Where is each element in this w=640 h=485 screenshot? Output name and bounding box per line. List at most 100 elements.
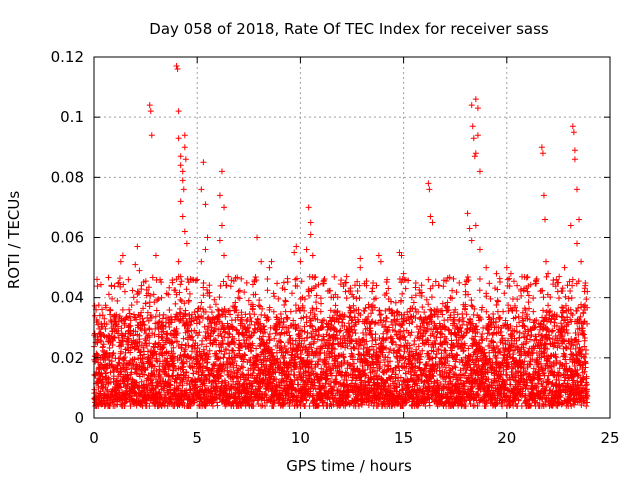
baseline-point — [271, 290, 277, 296]
baseline-point — [440, 283, 446, 289]
baseline-point — [353, 330, 359, 336]
baseline-point — [214, 403, 220, 409]
baseline-point — [237, 288, 243, 294]
baseline-point — [114, 298, 120, 304]
baseline-point — [106, 291, 112, 297]
baseline-point — [289, 290, 295, 296]
baseline-point — [396, 364, 402, 370]
baseline-point — [313, 299, 319, 305]
baseline-point — [433, 354, 439, 360]
baseline-point — [120, 307, 126, 313]
baseline-point — [483, 293, 489, 299]
baseline-point — [399, 291, 405, 297]
baseline-point — [106, 275, 112, 281]
baseline-point — [94, 276, 100, 282]
baseline-point — [181, 336, 187, 342]
baseline-point — [134, 299, 140, 305]
baseline-point — [370, 285, 376, 291]
baseline-point — [305, 330, 311, 336]
baseline-point — [312, 274, 318, 280]
baseline-point — [109, 296, 115, 302]
baseline-point — [228, 283, 234, 289]
baseline-point — [464, 311, 470, 317]
baseline-point — [216, 294, 222, 300]
baseline-point — [146, 318, 152, 324]
baseline-point — [436, 283, 442, 289]
baseline-point — [186, 298, 192, 304]
baseline-point — [117, 275, 123, 281]
baseline-point — [453, 289, 459, 295]
baseline-point — [368, 310, 374, 316]
baseline-point — [125, 277, 131, 283]
baseline-point — [456, 280, 462, 286]
baseline-point — [96, 302, 102, 308]
baseline-point — [172, 301, 178, 307]
baseline-point — [477, 276, 483, 282]
baseline-point — [361, 308, 367, 314]
baseline-point — [377, 312, 383, 318]
baseline-point — [288, 309, 294, 315]
baseline-point — [218, 283, 224, 289]
baseline-point — [318, 309, 324, 315]
baseline-point — [433, 279, 439, 285]
data-points — [91, 63, 590, 409]
baseline-point — [131, 294, 137, 300]
baseline-point — [102, 370, 108, 376]
baseline-point — [275, 296, 281, 302]
baseline-point — [271, 293, 277, 299]
baseline-point — [149, 315, 155, 321]
baseline-point — [177, 297, 183, 303]
baseline-point — [184, 286, 190, 292]
baseline-point — [179, 342, 185, 348]
baseline-point — [201, 280, 207, 286]
baseline-point — [154, 307, 160, 313]
baseline-point — [497, 315, 503, 321]
baseline-point — [486, 280, 492, 286]
baseline-point — [413, 280, 419, 286]
baseline-point — [301, 308, 307, 314]
baseline-point — [346, 320, 352, 326]
baseline-point — [468, 302, 474, 308]
baseline-point — [198, 300, 204, 306]
baseline-point — [155, 296, 161, 302]
baseline-point — [164, 290, 170, 296]
baseline-point — [140, 319, 146, 325]
baseline-point — [94, 283, 100, 289]
baseline-point — [220, 354, 226, 360]
baseline-point — [488, 296, 494, 302]
baseline-point — [318, 295, 324, 301]
baseline-point — [497, 316, 503, 322]
baseline-point — [129, 288, 135, 294]
baseline-point — [333, 302, 339, 308]
baseline-point — [111, 283, 117, 289]
baseline-point — [331, 274, 337, 280]
baseline-point — [251, 311, 257, 317]
baseline-point — [477, 287, 483, 293]
baseline-point — [241, 289, 247, 295]
baseline-point — [298, 351, 304, 357]
baseline-point — [427, 403, 433, 409]
baseline-point — [166, 307, 172, 313]
baseline-point — [344, 274, 350, 280]
baseline-point — [316, 282, 322, 288]
baseline-point — [349, 351, 355, 357]
baseline-point — [151, 291, 157, 297]
baseline-point — [373, 331, 379, 337]
baseline-point — [92, 303, 98, 309]
baseline-point — [100, 312, 106, 318]
baseline-point — [424, 337, 430, 343]
baseline-point — [322, 276, 328, 282]
baseline-point — [412, 306, 418, 312]
baseline-point — [264, 276, 270, 282]
baseline-point — [497, 279, 503, 285]
baseline-point — [344, 295, 350, 301]
baseline-point — [299, 278, 305, 284]
baseline-point — [285, 279, 291, 285]
baseline-point — [253, 274, 259, 280]
baseline-point — [256, 297, 262, 303]
baseline-point — [357, 295, 363, 301]
baseline-point — [355, 288, 361, 294]
baseline-point — [224, 283, 230, 289]
